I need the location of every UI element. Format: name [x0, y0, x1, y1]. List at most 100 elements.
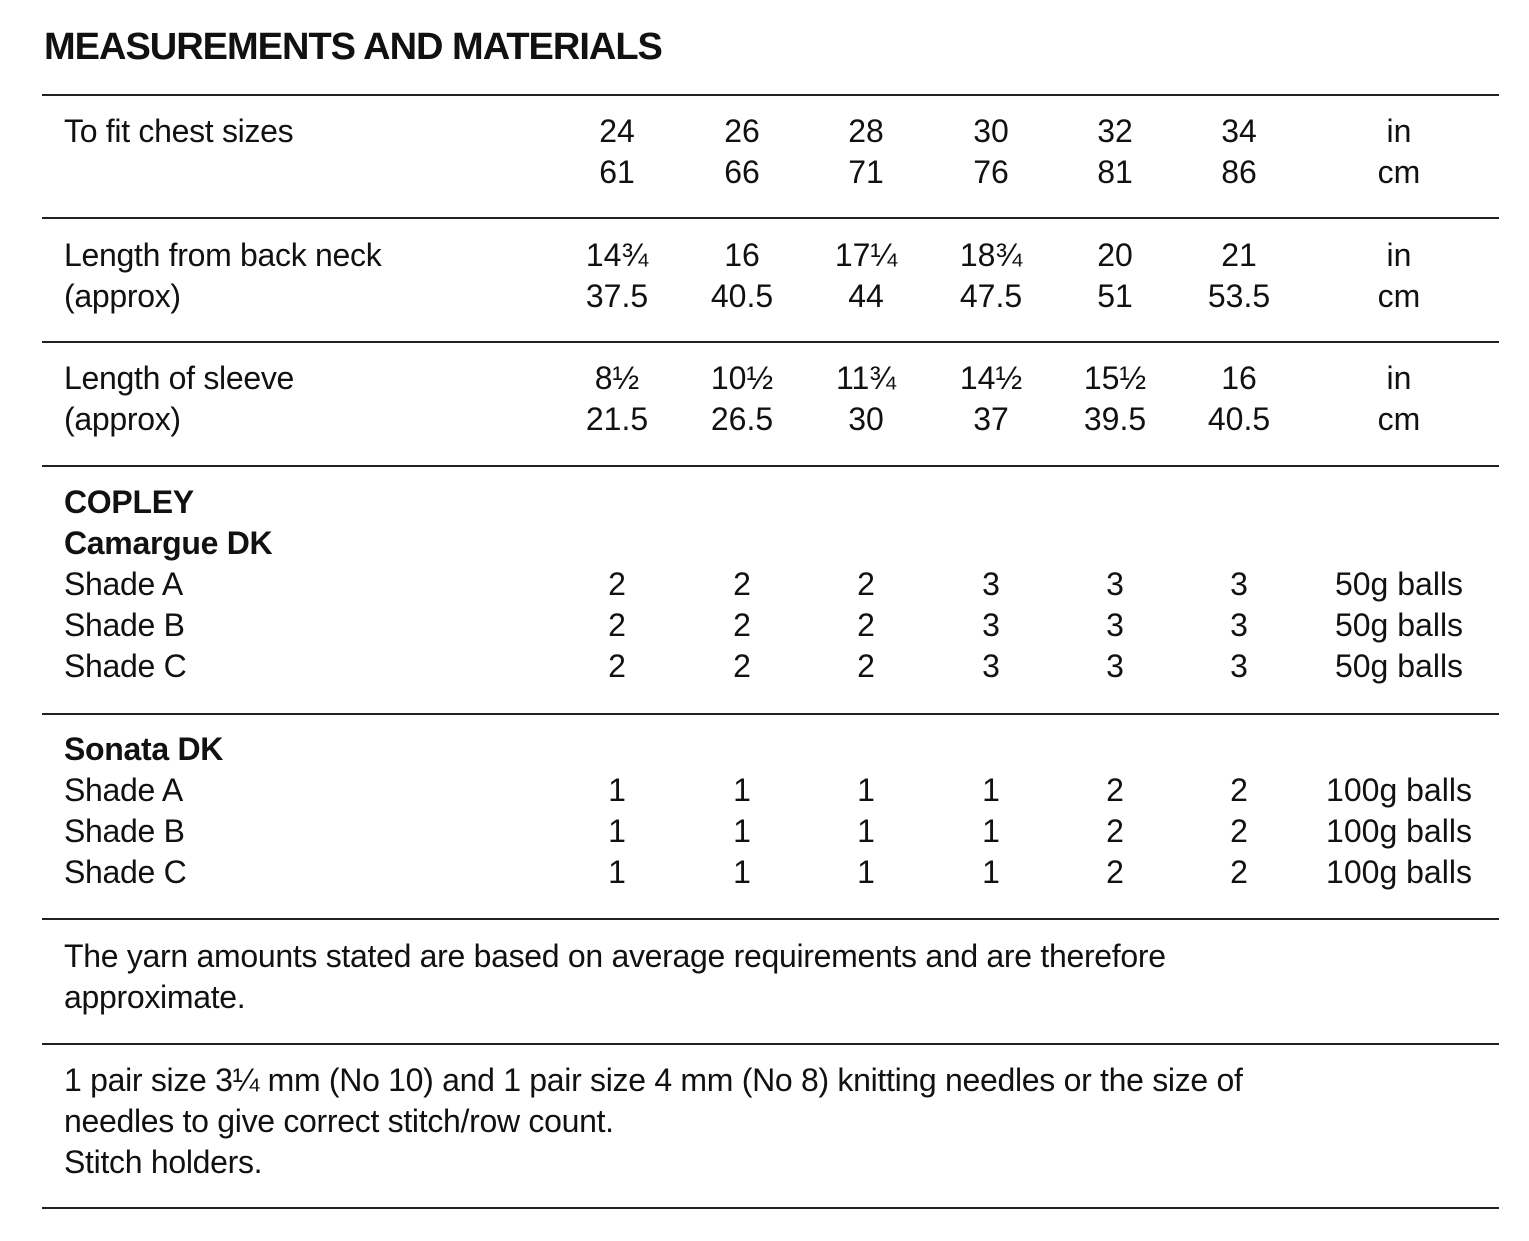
rule-divider: [42, 918, 1499, 920]
row-label: To fit chest sizes: [64, 113, 294, 149]
shade-value: 2: [857, 648, 875, 684]
value-cm: 39.5: [1083, 401, 1147, 437]
value-in: 11¾: [836, 360, 896, 396]
shade-label: Shade A: [64, 772, 183, 808]
shade-value: 1: [733, 854, 751, 890]
rule-divider: [42, 341, 1499, 343]
yarn-note-line: approximate.: [64, 979, 246, 1015]
shade-value: 2: [733, 607, 751, 643]
yarn-name-heading: Camargue DK: [64, 525, 273, 561]
value-cm: 47.5: [959, 278, 1023, 314]
shade-unit: 100g balls: [1326, 854, 1472, 890]
shade-value: 3: [1106, 566, 1124, 602]
shade-value: 3: [982, 648, 1000, 684]
yarn-brand-heading: COPLEY: [64, 484, 194, 520]
value-in: 14½: [959, 360, 1023, 396]
shade-value: 3: [1230, 648, 1248, 684]
shade-value: 2: [857, 607, 875, 643]
value-in: 21: [1221, 237, 1257, 273]
shade-unit: 100g balls: [1326, 772, 1472, 808]
value-cm: 37.5: [585, 278, 649, 314]
shade-value: 3: [1230, 607, 1248, 643]
shade-value: 2: [1230, 772, 1248, 808]
rule-divider: [42, 713, 1499, 715]
shade-unit: 50g balls: [1334, 566, 1464, 602]
shade-value: 2: [857, 566, 875, 602]
needles-line: 1 pair size 3¼ mm (No 10) and 1 pair siz…: [64, 1062, 1243, 1098]
shade-value: 2: [1230, 813, 1248, 849]
shade-value: 3: [982, 566, 1000, 602]
shade-value: 1: [982, 772, 1000, 808]
rule-top: [42, 94, 1499, 96]
rule-bottom: [42, 1207, 1499, 1209]
shade-value: 2: [608, 648, 626, 684]
value-cm: 40.5: [710, 278, 774, 314]
shade-value: 2: [1230, 854, 1248, 890]
needles-line: needles to give correct stitch/row count…: [64, 1103, 614, 1139]
value-cm: 37: [973, 401, 1009, 437]
value-cm: 76: [973, 154, 1009, 190]
value-in: 14¾: [585, 237, 649, 273]
shade-value: 2: [608, 607, 626, 643]
value-cm: 66: [724, 154, 760, 190]
value-in: 16: [1221, 360, 1257, 396]
shade-value: 1: [733, 772, 751, 808]
unit-cm: cm: [1377, 401, 1421, 437]
shade-value: 2: [1106, 854, 1124, 890]
shade-label: Shade C: [64, 648, 187, 684]
value-in: 15½: [1083, 360, 1147, 396]
shade-value: 3: [1106, 607, 1124, 643]
yarn-name-heading: Sonata DK: [64, 731, 224, 767]
rule-divider: [42, 1043, 1499, 1045]
shade-value: 2: [733, 648, 751, 684]
shade-value: 1: [608, 854, 626, 890]
shade-unit: 100g balls: [1326, 813, 1472, 849]
value-cm: 53.5: [1207, 278, 1271, 314]
value-in: 28: [848, 113, 884, 149]
shade-unit: 50g balls: [1334, 607, 1464, 643]
value-cm: 51: [1097, 278, 1133, 314]
value-cm: 86: [1221, 154, 1257, 190]
page-title: MEASUREMENTS AND MATERIALS: [44, 26, 663, 68]
value-in: 30: [973, 113, 1009, 149]
yarn-note-line: The yarn amounts stated are based on ave…: [64, 938, 1166, 974]
rule-divider: [42, 465, 1499, 467]
shade-value: 1: [857, 854, 875, 890]
unit-in: in: [1386, 360, 1412, 396]
shade-label: Shade A: [64, 566, 183, 602]
needles-line: Stitch holders.: [64, 1144, 263, 1180]
shade-value: 1: [982, 813, 1000, 849]
value-in: 26: [724, 113, 760, 149]
value-in: 32: [1097, 113, 1133, 149]
value-in: 8½: [594, 360, 640, 396]
value-cm: 61: [599, 154, 635, 190]
value-in: 17¼: [834, 237, 898, 273]
value-in: 16: [724, 237, 760, 273]
rule-divider: [42, 217, 1499, 219]
shade-label: Shade C: [64, 854, 187, 890]
row-label: Length of sleeve: [64, 360, 295, 396]
unit-in: in: [1386, 113, 1412, 149]
value-cm: 71: [848, 154, 884, 190]
value-cm: 26.5: [710, 401, 774, 437]
value-in: 24: [599, 113, 635, 149]
unit-cm: cm: [1377, 154, 1421, 190]
value-cm: 40.5: [1207, 401, 1271, 437]
shade-value: 2: [1106, 813, 1124, 849]
value-in: 18¾: [959, 237, 1023, 273]
shade-value: 3: [1230, 566, 1248, 602]
shade-value: 1: [733, 813, 751, 849]
row-label-sub: (approx): [64, 401, 181, 437]
value-in: 20: [1097, 237, 1133, 273]
shade-value: 2: [733, 566, 751, 602]
shade-label: Shade B: [64, 607, 185, 643]
shade-value: 1: [857, 772, 875, 808]
row-label-sub: (approx): [64, 278, 181, 314]
value-cm: 81: [1097, 154, 1133, 190]
value-cm: 30: [848, 401, 884, 437]
shade-value: 2: [608, 566, 626, 602]
shade-value: 3: [982, 607, 1000, 643]
value-cm: 44: [848, 278, 884, 314]
value-in: 10½: [710, 360, 774, 396]
shade-value: 1: [982, 854, 1000, 890]
